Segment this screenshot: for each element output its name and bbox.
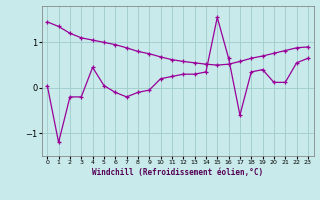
X-axis label: Windchill (Refroidissement éolien,°C): Windchill (Refroidissement éolien,°C)	[92, 168, 263, 177]
